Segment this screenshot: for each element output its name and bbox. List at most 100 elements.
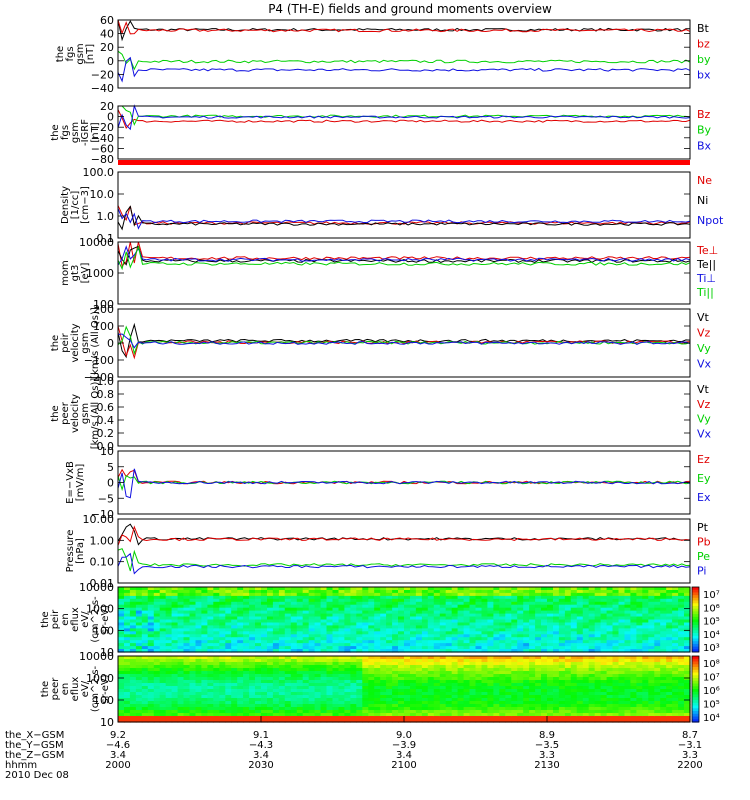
- spectrogram-cell: [368, 590, 375, 594]
- spectrogram-cell: [332, 665, 340, 669]
- spectrogram-cell: [368, 662, 375, 666]
- spectrogram-cell: [147, 704, 155, 708]
- spectrogram-cell: [421, 692, 429, 696]
- spectrogram-cell: [386, 659, 393, 663]
- spectrogram-cell: [612, 680, 620, 684]
- colorbar-step: [692, 680, 699, 685]
- spectrogram-cell: [439, 622, 447, 627]
- spectrogram-cell: [618, 659, 626, 663]
- spectrogram-cell: [672, 716, 679, 720]
- spectrogram-cell: [153, 587, 161, 591]
- y-axis-label: E=−VxB [mV/m]: [65, 461, 86, 504]
- spectrogram-cell: [326, 634, 334, 638]
- spectrogram-cell: [648, 698, 655, 702]
- spectrogram-cell: [159, 704, 167, 708]
- spectrogram-cell: [410, 710, 417, 714]
- spectrogram-cell: [463, 643, 471, 647]
- spectrogram-cell: [463, 695, 471, 699]
- spectrogram-cell: [135, 637, 143, 641]
- spectrogram-cell: [386, 719, 393, 723]
- spectrogram-cell: [350, 601, 357, 606]
- spectrogram-cell: [290, 662, 298, 666]
- spectrogram-cell: [612, 616, 620, 621]
- spectrogram-cell: [505, 637, 512, 641]
- spectrogram-cell: [255, 656, 262, 660]
- spectrogram-cell: [451, 689, 459, 693]
- spectrogram-cell: [207, 716, 214, 720]
- spectrogram-cell: [302, 613, 310, 618]
- spectrogram-cell: [398, 601, 405, 606]
- spectrogram-cell: [433, 716, 441, 720]
- spectrogram-cell: [558, 677, 566, 681]
- spectrogram-cell: [433, 719, 441, 723]
- spectrogram-cell: [678, 610, 685, 615]
- spectrogram-cell: [237, 704, 244, 708]
- spectrogram-cell: [284, 671, 292, 675]
- spectrogram-cell: [124, 713, 131, 717]
- spectrogram-cell: [350, 659, 357, 663]
- spectrogram-cell: [338, 634, 346, 638]
- spectrogram-cell: [201, 659, 208, 663]
- spectrogram-cell: [398, 592, 405, 597]
- spectrogram-cell: [541, 590, 548, 594]
- spectrogram-cell: [553, 619, 560, 624]
- spectrogram-cell: [362, 634, 369, 638]
- spectrogram-cell: [600, 656, 608, 660]
- y-label-line: velocity: [70, 394, 81, 433]
- spectrogram-cell: [624, 719, 632, 723]
- spectrogram-cell: [225, 646, 232, 650]
- spectrogram-cell: [588, 595, 596, 600]
- spectrogram-cell: [523, 683, 530, 687]
- y-label-line: gsm: [80, 332, 91, 353]
- spectrogram-cell: [606, 646, 614, 650]
- spectrogram-cell: [380, 707, 387, 711]
- spectrogram-cell: [523, 595, 530, 600]
- spectrogram-cell: [267, 656, 274, 660]
- spectrogram-cell: [350, 643, 357, 647]
- colorbar-step: [692, 603, 699, 607]
- spectrogram-cell: [255, 719, 262, 723]
- spectrogram-cell: [153, 643, 161, 647]
- spectrogram-cell: [249, 646, 256, 650]
- spectrogram-cell: [219, 659, 226, 663]
- spectrogram-cell: [141, 619, 149, 624]
- spectrogram-cell: [177, 631, 185, 635]
- spectrogram-cell: [219, 713, 226, 717]
- spectrogram-cell: [231, 677, 238, 681]
- spectrogram-cell: [576, 677, 584, 681]
- spectrogram-cell: [135, 683, 143, 687]
- spectrogram-cell: [666, 592, 673, 597]
- spectrogram-cell: [439, 665, 447, 669]
- y-tick-label: 1.00: [90, 534, 115, 547]
- spectrogram-cell: [356, 659, 363, 663]
- spectrogram-cell: [189, 610, 197, 615]
- spectrogram-cell: [541, 628, 548, 632]
- spectrogram-cell: [267, 716, 274, 720]
- spectrogram-cell: [487, 640, 494, 644]
- spectrogram-cell: [374, 686, 381, 690]
- spectrogram-cell: [487, 713, 494, 717]
- spectrogram-cell: [380, 659, 387, 663]
- spectrogram-cell: [225, 689, 232, 693]
- spectrogram-cell: [332, 613, 340, 618]
- spectrogram-cell: [219, 625, 226, 629]
- spectrogram-cell: [499, 701, 506, 705]
- spectrogram-cell: [362, 686, 369, 690]
- spectrogram-cell: [344, 640, 351, 644]
- spectrogram-cell: [386, 698, 393, 702]
- spectrogram-cell: [255, 659, 262, 663]
- x-tick-label: 2200: [677, 760, 702, 771]
- spectrogram-cell: [135, 598, 143, 603]
- spectrogram-cell: [541, 634, 548, 638]
- spectrogram-cell: [535, 643, 542, 647]
- spectrogram-cell: [314, 704, 322, 708]
- spectrogram-cell: [421, 683, 429, 687]
- spectrogram-cell: [678, 590, 685, 594]
- x-tick-label: −3.5: [535, 740, 559, 751]
- spectrogram-cell: [475, 710, 483, 714]
- spectrogram-cell: [630, 619, 637, 624]
- spectrogram-cell: [356, 692, 363, 696]
- time-axis-labels: 9.2−4.63.420009.1−4.33.420309.0−3.93.421…: [5, 716, 703, 781]
- spectrogram-cell: [547, 668, 554, 672]
- spectrogram-cell: [636, 683, 643, 687]
